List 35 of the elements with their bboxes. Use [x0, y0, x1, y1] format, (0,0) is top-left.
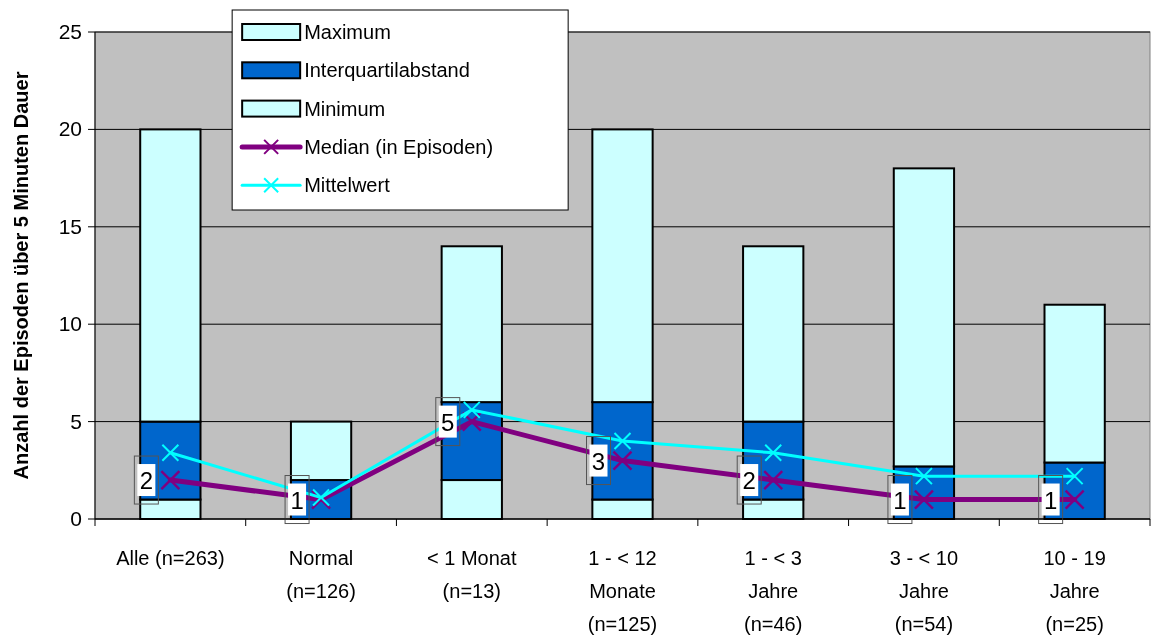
y-axis-title: Anzahl der Episoden über 5 Minuten Dauer [10, 71, 32, 480]
y-tick-label: 0 [70, 507, 82, 530]
x-tick-label: 10 - 19 Jahre (n=25) [1043, 547, 1106, 635]
point [160, 469, 181, 491]
x-tick-label: Alle (n=263) [116, 547, 225, 569]
point [762, 469, 784, 491]
data-label: 1 [1043, 486, 1058, 514]
data-label: 3 [591, 447, 606, 475]
data-label: 1 [290, 486, 304, 514]
x-tick-label: Normal (n=126) [286, 547, 356, 602]
point [613, 432, 632, 451]
data-label: 2 [139, 467, 154, 495]
y-tick-label: 20 [58, 117, 82, 141]
point [764, 443, 783, 462]
point [612, 450, 633, 471]
y-tick-label: 25 [58, 20, 82, 43]
y-tick-label: 15 [58, 214, 82, 238]
legend-label: Interquartilabstand [304, 59, 470, 82]
y-tick-label: 10 [58, 312, 82, 336]
legend-label: Median (in Episoden) [304, 135, 494, 158]
legend-label: Minimum [304, 97, 386, 120]
data-label: 2 [742, 467, 756, 495]
data-label: 5 [441, 408, 455, 436]
x-tick-label: < 1 Monat (n=13) [427, 547, 517, 602]
point [914, 467, 933, 486]
point [161, 443, 180, 462]
y-tick-label: 5 [70, 409, 82, 433]
legend-label: Maximum [304, 21, 391, 43]
x-tick-label: 1 - < 12 Monate (n=125) [587, 547, 658, 635]
point [462, 400, 481, 419]
x-tick-label: 3 - < 10 Jahre (n=54) [889, 547, 959, 635]
data-label: 1 [893, 486, 907, 514]
legend-label: Mittelwert [304, 174, 391, 197]
point [1065, 467, 1084, 486]
x-tick-label: 1 - < 3 Jahre (n=46) [744, 547, 803, 635]
